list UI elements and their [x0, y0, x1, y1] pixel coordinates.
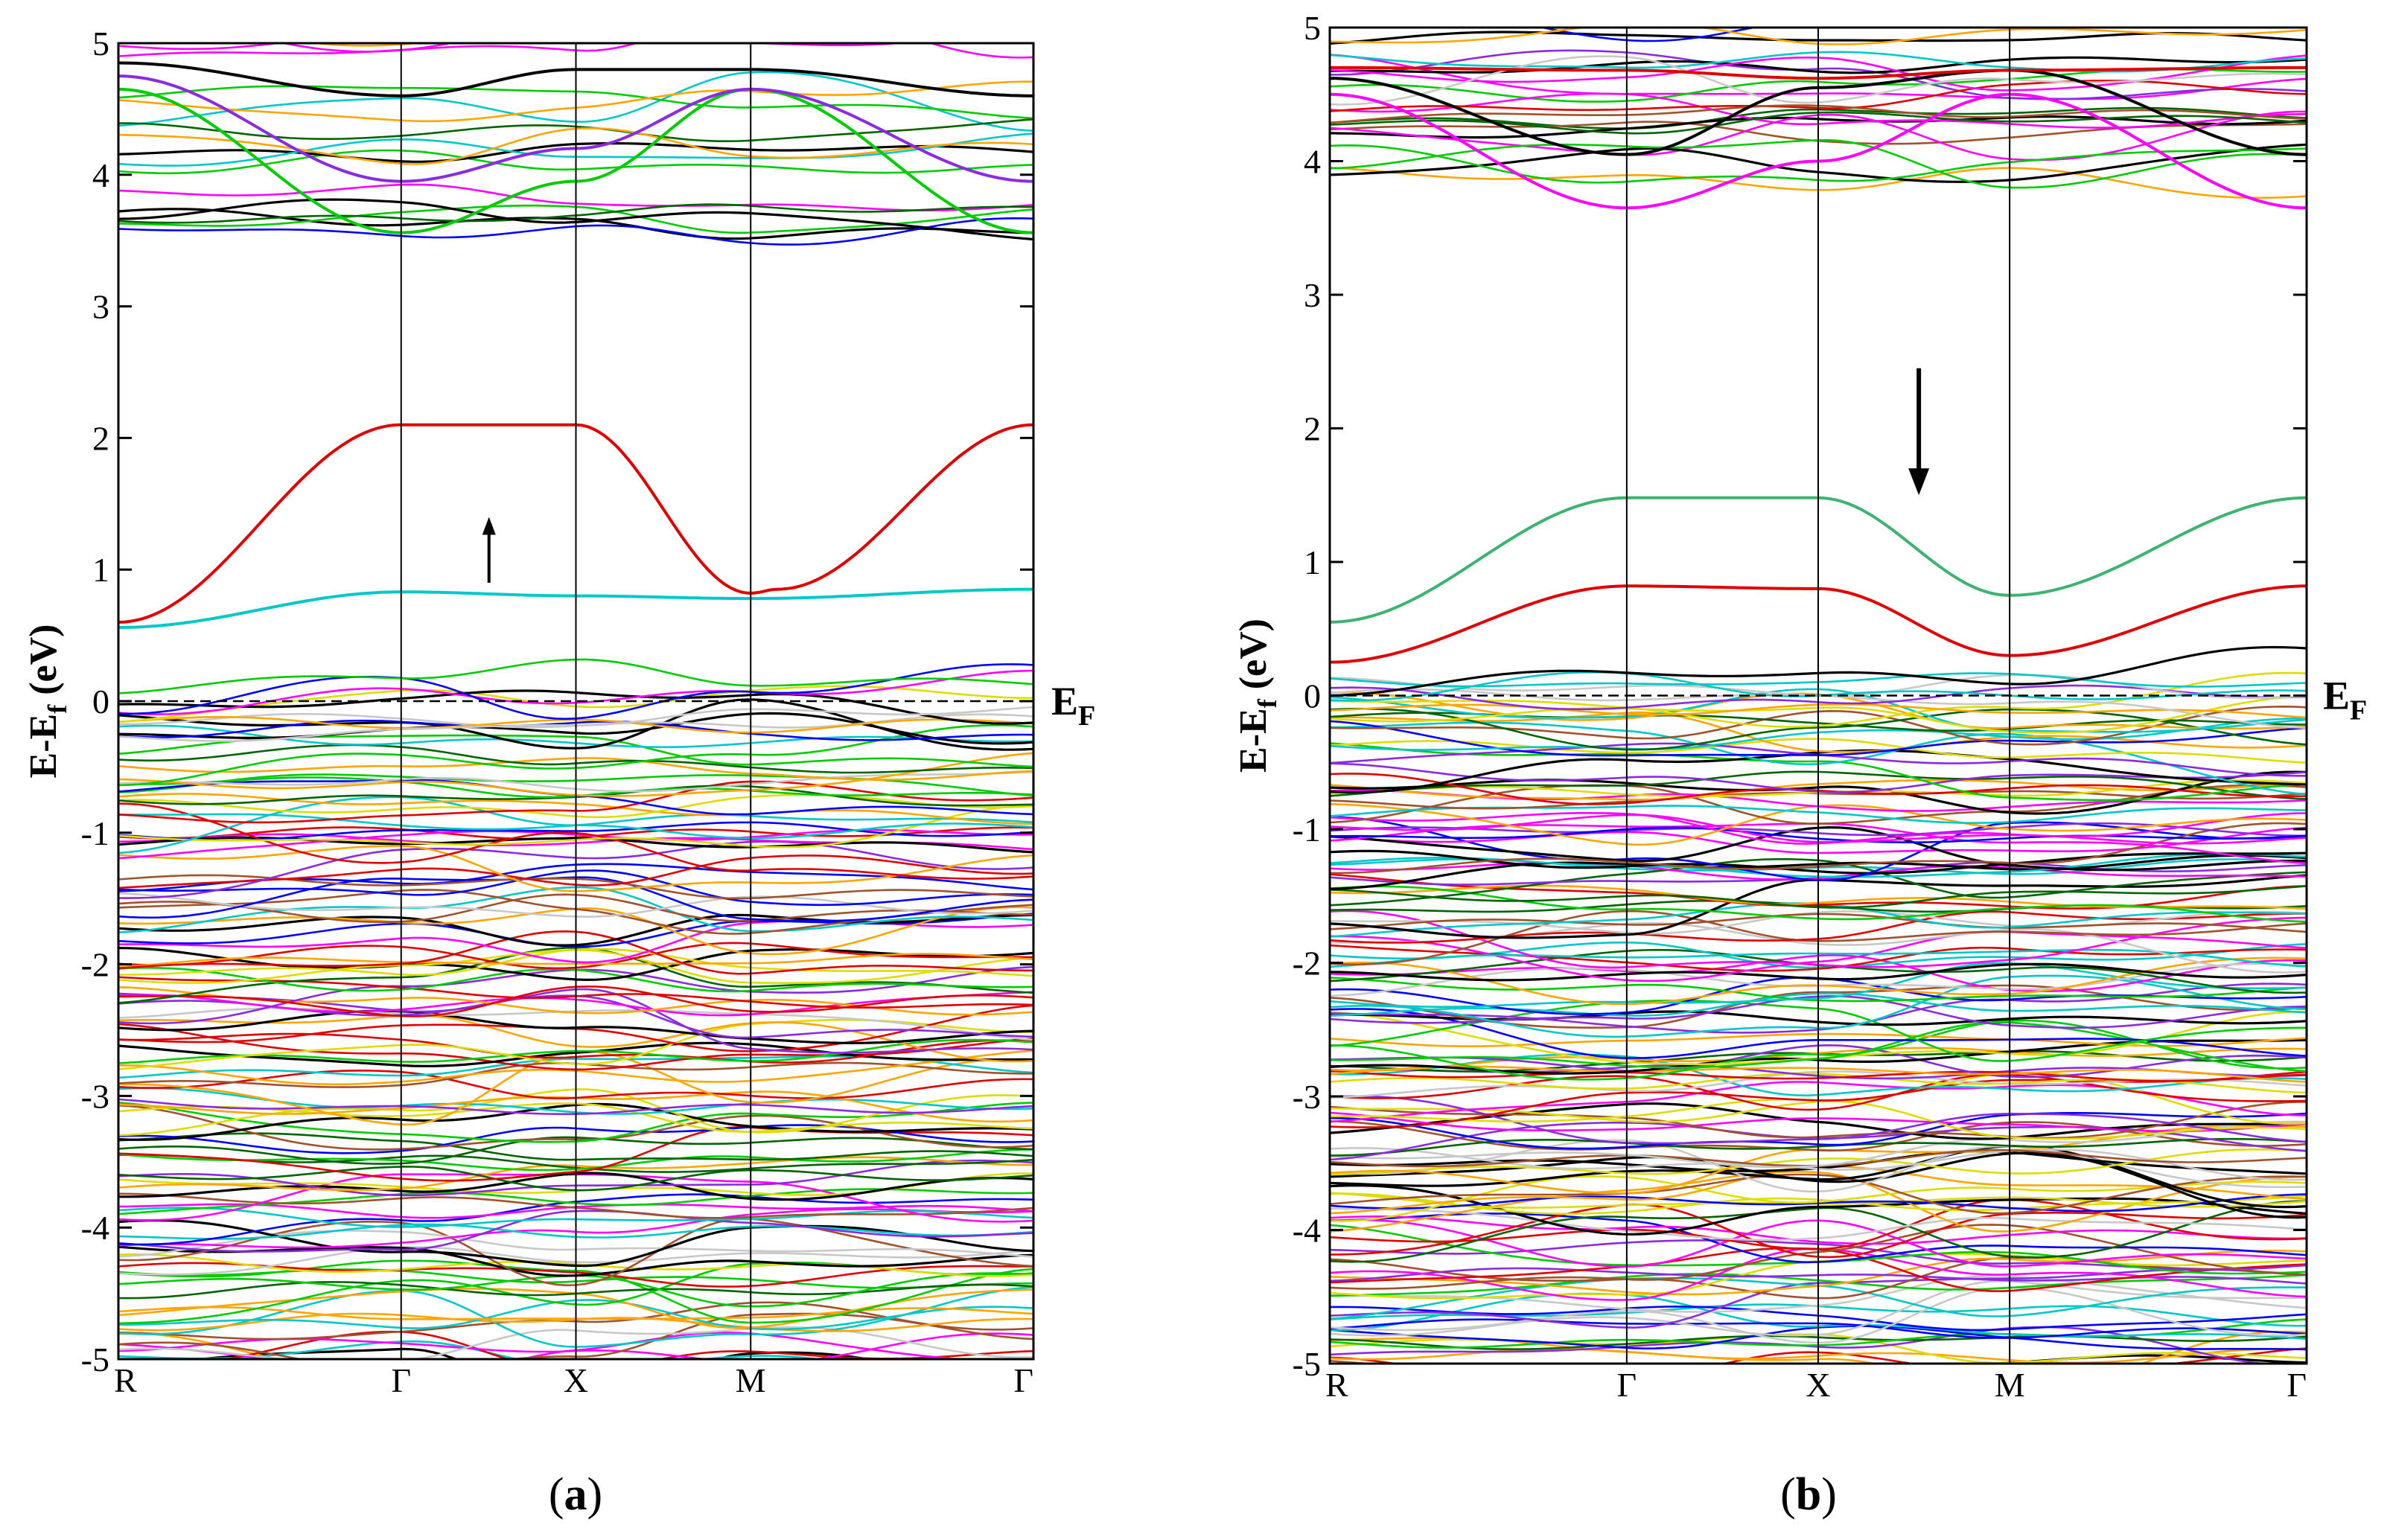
panel-label: (a) — [549, 1469, 602, 1520]
y-tick-label: -1 — [1293, 811, 1321, 849]
band-line — [118, 43, 456, 57]
k-point-label: Γ — [2287, 1366, 2307, 1404]
y-tick-label: -3 — [81, 1077, 109, 1115]
k-point-label: M — [1995, 1366, 2025, 1404]
band-line — [118, 1340, 826, 1359]
y-tick-label: 4 — [1304, 143, 1321, 181]
y-axis-label: E-Ef (eV) — [22, 624, 72, 779]
k-point-label: Γ — [1617, 1366, 1637, 1404]
spin-arrow-head — [482, 517, 496, 535]
k-point-label: R — [1325, 1366, 1348, 1404]
y-tick-label: 3 — [1304, 276, 1321, 314]
y-tick-label: 0 — [92, 683, 109, 721]
y-tick-label: 5 — [92, 25, 109, 63]
panel-b: -5 -4 -3 -2 -1 0 1 2 3 4 5 R Γ X M Γ E-Ef (eV) EF (b) — [1232, 9, 2367, 1520]
y-tick-label: 0 — [1304, 677, 1321, 715]
k-point-label: X — [1806, 1366, 1830, 1404]
fermi-level-label: EF — [2323, 674, 2367, 726]
y-tick-label: 2 — [1304, 410, 1321, 448]
y-axis-label: E-Ef (eV) — [1232, 619, 1282, 773]
panel-label: (b) — [1780, 1469, 1837, 1520]
y-tick-label: 1 — [92, 551, 109, 589]
k-point-label: Γ — [391, 1361, 411, 1399]
y-tick-label: 1 — [1304, 543, 1321, 581]
y-tick-label: -5 — [1293, 1345, 1321, 1383]
y-tick-label: 3 — [92, 288, 109, 326]
k-point-label: X — [564, 1361, 588, 1399]
y-tick-label: 4 — [92, 156, 109, 194]
y-tick-label: -5 — [81, 1341, 109, 1378]
band-line — [308, 43, 424, 47]
y-tick-label: -4 — [81, 1209, 109, 1247]
k-point-label: M — [736, 1361, 766, 1399]
fermi-level-label: EF — [1051, 679, 1095, 732]
y-tick-label: -1 — [81, 814, 109, 852]
panel-a: -5 -4 -3 -2 -1 0 1 2 3 4 5 R Γ X M Γ E-Ef (eV) EF (a) — [22, 25, 1095, 1520]
k-point-label: R — [114, 1361, 137, 1399]
y-tick-label: -3 — [1293, 1078, 1321, 1116]
y-tick-label: -2 — [1293, 945, 1321, 983]
y-tick-label: 2 — [92, 419, 109, 457]
y-tick-label: 5 — [1304, 9, 1321, 47]
band-line — [1985, 1354, 2307, 1364]
y-tick-label: -2 — [81, 946, 109, 984]
y-tick-label: -4 — [1293, 1212, 1321, 1250]
spin-arrow-head — [1908, 468, 1930, 496]
k-point-label: Γ — [1013, 1361, 1033, 1399]
